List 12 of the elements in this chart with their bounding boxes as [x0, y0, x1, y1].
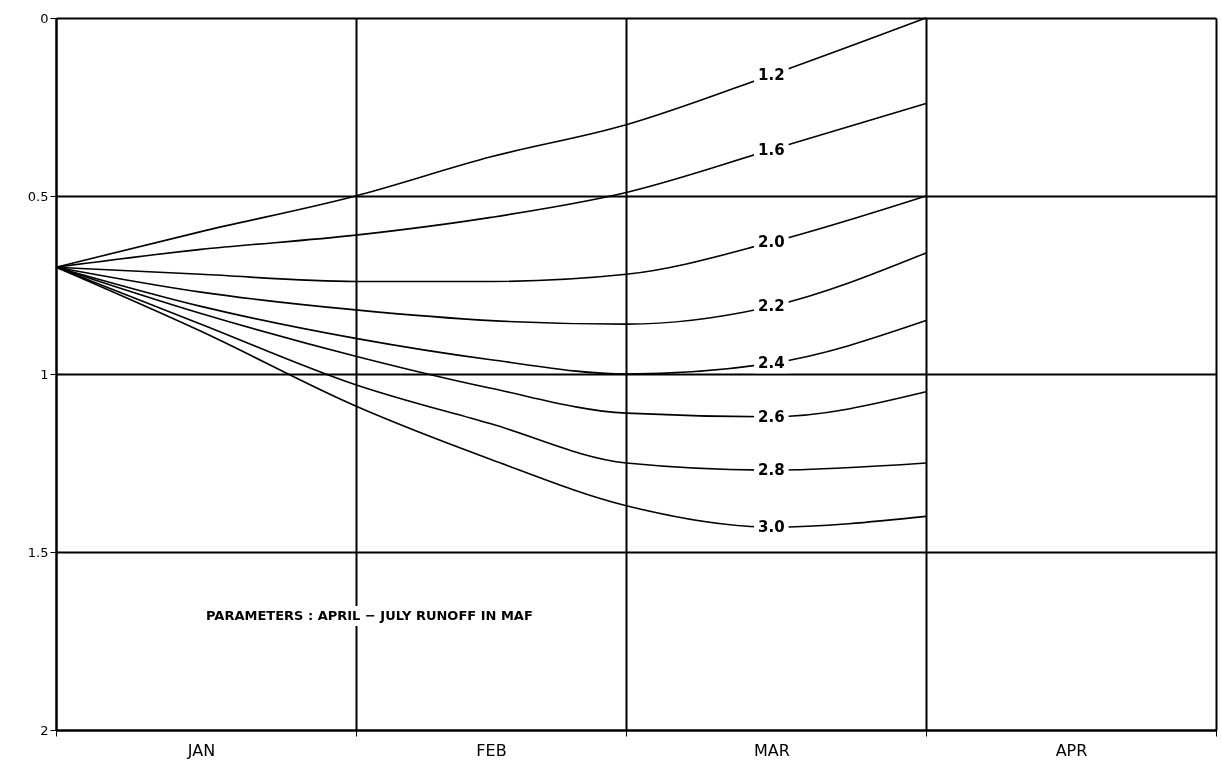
- y-tick-label: 0.5: [27, 188, 49, 204]
- y-tick-label: 0: [40, 10, 49, 26]
- series-label: 3.0: [758, 518, 785, 537]
- x-tick-label: MAR: [753, 740, 790, 760]
- y-tick-label: 1.5: [27, 544, 49, 560]
- series-label: 2.8: [758, 461, 785, 480]
- y-tick-label: 2: [40, 722, 49, 738]
- annotation: PARAMETERS : APRIL − JULY RUNOFF IN MAF: [206, 608, 533, 624]
- x-tick-label: APR: [1055, 740, 1088, 760]
- y-tick-label: 1: [40, 366, 49, 382]
- x-tick-label: JAN: [186, 740, 216, 760]
- x-tick-label: FEB: [476, 740, 507, 760]
